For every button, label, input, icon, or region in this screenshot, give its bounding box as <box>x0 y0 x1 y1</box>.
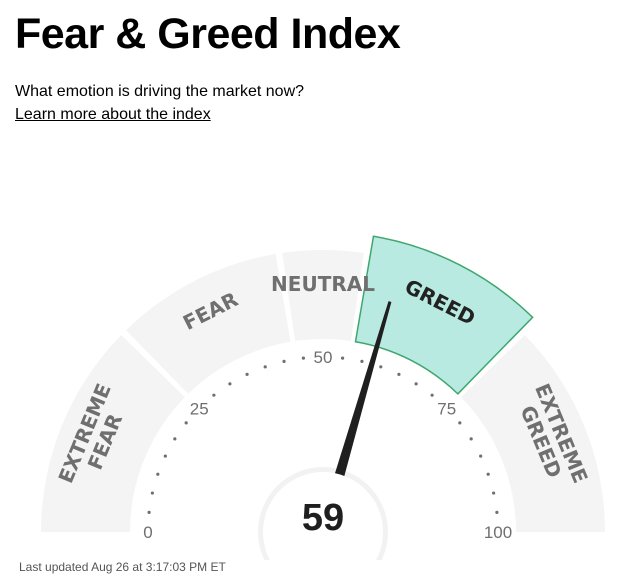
scale-label-25: 25 <box>190 399 209 418</box>
page-subtitle: What emotion is driving the market now? <box>15 83 305 100</box>
gauge-segment-extreme-fear <box>41 335 185 532</box>
tick-dot <box>147 510 151 515</box>
tick-dot <box>156 472 160 476</box>
tick-dot <box>212 393 216 397</box>
tick-dot <box>458 421 462 425</box>
tick-dot <box>150 491 154 495</box>
tick-dot <box>469 437 473 441</box>
tick-dot <box>360 359 364 363</box>
tick-dot <box>282 359 286 363</box>
tick-dot <box>245 372 249 376</box>
tick-dot <box>228 382 232 386</box>
gauge-segment-neutral <box>282 250 364 342</box>
gauge-scale-labels: 0 25 50 75 100 <box>143 348 512 542</box>
learn-more-link[interactable]: Learn more about the index <box>15 106 211 123</box>
tick-dot <box>379 365 383 369</box>
tick-dot <box>479 454 483 458</box>
needle-hub <box>263 472 383 560</box>
tick-dot <box>486 472 490 476</box>
scale-label-100: 100 <box>484 523 512 542</box>
tick-dot <box>301 356 306 360</box>
tick-dot <box>163 454 167 458</box>
scale-label-50: 50 <box>314 348 333 367</box>
tick-dot <box>397 372 401 376</box>
tick-dot <box>184 421 188 425</box>
gauge-tick-dots <box>147 356 499 515</box>
tick-dot <box>495 510 499 515</box>
gauge-segment-greed <box>354 235 534 395</box>
tick-dot <box>414 382 418 386</box>
tick-dot <box>492 491 496 495</box>
tick-dot <box>430 393 434 397</box>
scale-label-75: 75 <box>437 399 456 418</box>
scale-label-0: 0 <box>143 523 152 542</box>
tick-dot <box>173 437 177 441</box>
tick-dot <box>340 356 345 360</box>
tick-dot <box>263 365 267 369</box>
last-updated-text: Last updated Aug 26 at 3:17:03 PM ET <box>19 560 226 574</box>
gauge-value: 59 <box>302 497 344 539</box>
gauge-segment-fear <box>126 254 291 394</box>
segment-label-neutral: NEUTRAL <box>271 272 375 296</box>
gauge-segment-extreme-greed <box>461 335 605 532</box>
gauge-segments <box>41 235 605 532</box>
page-title: Fear & Greed Index <box>15 10 401 58</box>
